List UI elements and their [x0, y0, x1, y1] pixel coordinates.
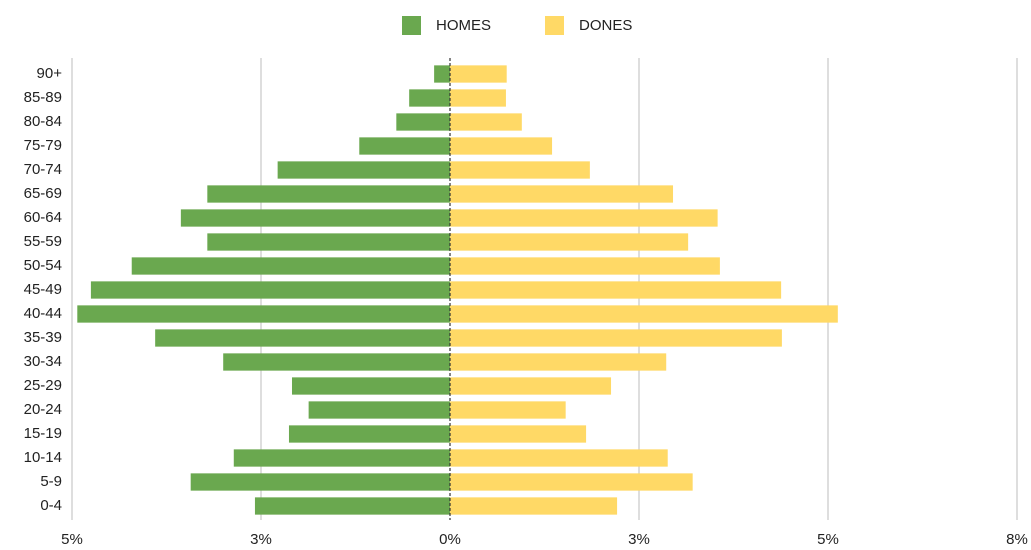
- bar: [450, 137, 553, 155]
- bar: [450, 353, 667, 371]
- bar: [288, 425, 450, 443]
- x-tick-label: 3%: [250, 531, 272, 548]
- bar: [450, 329, 782, 347]
- bar: [180, 209, 450, 227]
- y-tick-label: 55-59: [24, 233, 62, 250]
- y-tick-label: 75-79: [24, 137, 62, 154]
- bar: [450, 401, 566, 419]
- y-tick-label: 60-64: [24, 209, 62, 226]
- bar: [450, 161, 590, 179]
- bar: [450, 113, 522, 131]
- bar: [450, 473, 693, 491]
- y-tick-label: 10-14: [24, 449, 62, 466]
- y-tick-label: 35-39: [24, 329, 62, 346]
- bar: [90, 281, 451, 299]
- y-tick-label: 70-74: [24, 161, 62, 178]
- x-tick-label: 8%: [1006, 531, 1028, 548]
- bar: [450, 425, 587, 443]
- bar: [131, 257, 450, 275]
- bar: [233, 449, 450, 467]
- x-tick-label: 5%: [61, 531, 83, 548]
- y-tick-label: 40-44: [24, 305, 62, 322]
- legend-swatch: [545, 16, 564, 35]
- y-tick-label: 20-24: [24, 401, 62, 418]
- bar: [450, 305, 838, 323]
- bar: [450, 449, 668, 467]
- bar: [450, 209, 718, 227]
- bar: [396, 113, 450, 131]
- x-tick-label: 3%: [628, 531, 650, 548]
- bar: [434, 65, 450, 83]
- bar: [450, 257, 720, 275]
- x-tick-label: 5%: [817, 531, 839, 548]
- y-tick-label: 65-69: [24, 185, 62, 202]
- legend-swatch: [402, 16, 421, 35]
- bar: [308, 401, 450, 419]
- y-tick-label: 0-4: [40, 497, 62, 514]
- bar: [409, 89, 450, 107]
- x-tick-label: 0%: [439, 531, 461, 548]
- legend-label: HOMES: [436, 17, 491, 34]
- bar: [207, 185, 450, 203]
- bar: [450, 233, 689, 251]
- y-tick-label: 25-29: [24, 377, 62, 394]
- y-tick-label: 30-34: [24, 353, 62, 370]
- bar: [450, 185, 674, 203]
- bar: [77, 305, 451, 323]
- y-tick-label: 5-9: [40, 473, 62, 490]
- y-tick-label: 80-84: [24, 113, 62, 130]
- y-tick-label: 45-49: [24, 281, 62, 298]
- bar: [450, 89, 506, 107]
- bar: [450, 497, 618, 515]
- bar: [223, 353, 450, 371]
- bar: [254, 497, 450, 515]
- bar: [450, 377, 612, 395]
- bar: [291, 377, 450, 395]
- y-tick-label: 90+: [37, 65, 63, 82]
- bar: [277, 161, 450, 179]
- bar: [450, 65, 507, 83]
- bar: [190, 473, 450, 491]
- bar: [359, 137, 450, 155]
- legend-label: DONES: [579, 17, 632, 34]
- bar: [155, 329, 450, 347]
- y-tick-label: 85-89: [24, 89, 62, 106]
- bar: [207, 233, 450, 251]
- y-tick-label: 15-19: [24, 425, 62, 442]
- bar: [450, 281, 782, 299]
- y-tick-label: 50-54: [24, 257, 62, 274]
